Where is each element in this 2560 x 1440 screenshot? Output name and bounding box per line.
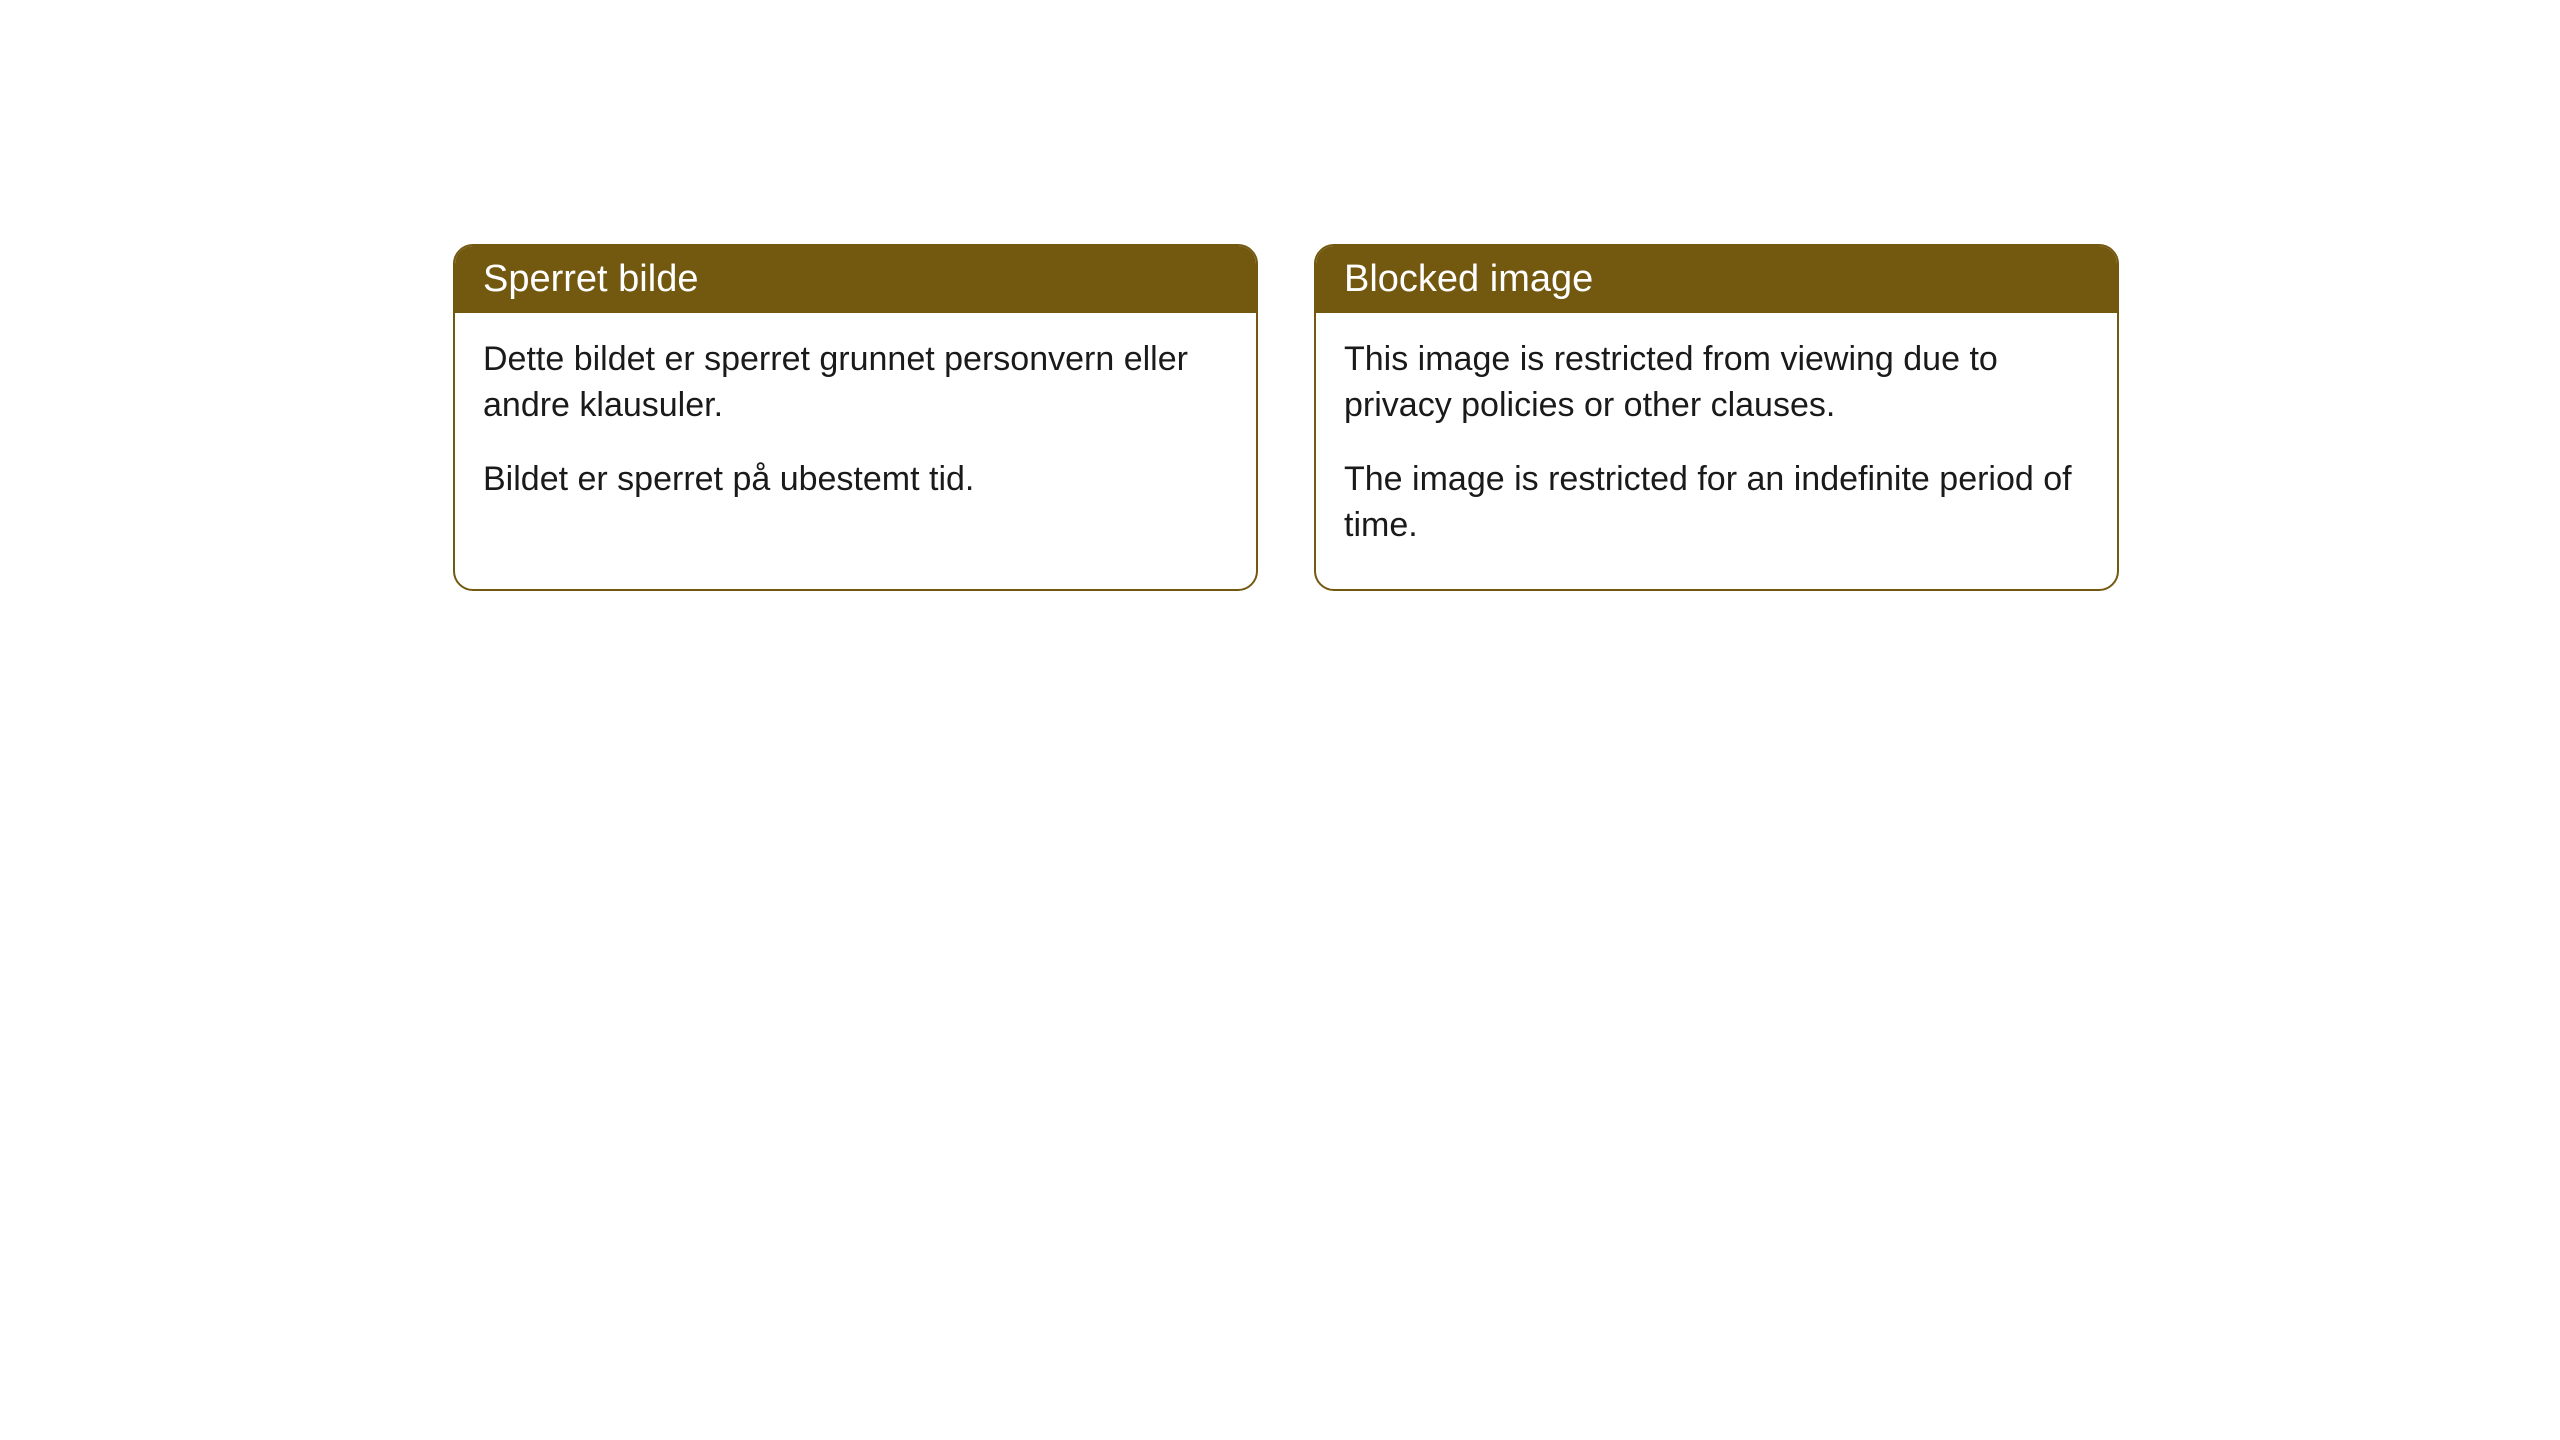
notice-cards-container: Sperret bilde Dette bildet er sperret gr… [453,244,2119,591]
notice-paragraph-1-norwegian: Dette bildet er sperret grunnet personve… [483,337,1228,429]
notice-header-norwegian: Sperret bilde [455,246,1256,313]
notice-paragraph-1-english: This image is restricted from viewing du… [1344,337,2089,429]
notice-paragraph-2-english: The image is restricted for an indefinit… [1344,457,2089,549]
notice-body-norwegian: Dette bildet er sperret grunnet personve… [455,313,1256,543]
notice-header-english: Blocked image [1316,246,2117,313]
notice-card-english: Blocked image This image is restricted f… [1314,244,2119,591]
notice-body-english: This image is restricted from viewing du… [1316,313,2117,589]
notice-paragraph-2-norwegian: Bildet er sperret på ubestemt tid. [483,457,1228,503]
notice-card-norwegian: Sperret bilde Dette bildet er sperret gr… [453,244,1258,591]
